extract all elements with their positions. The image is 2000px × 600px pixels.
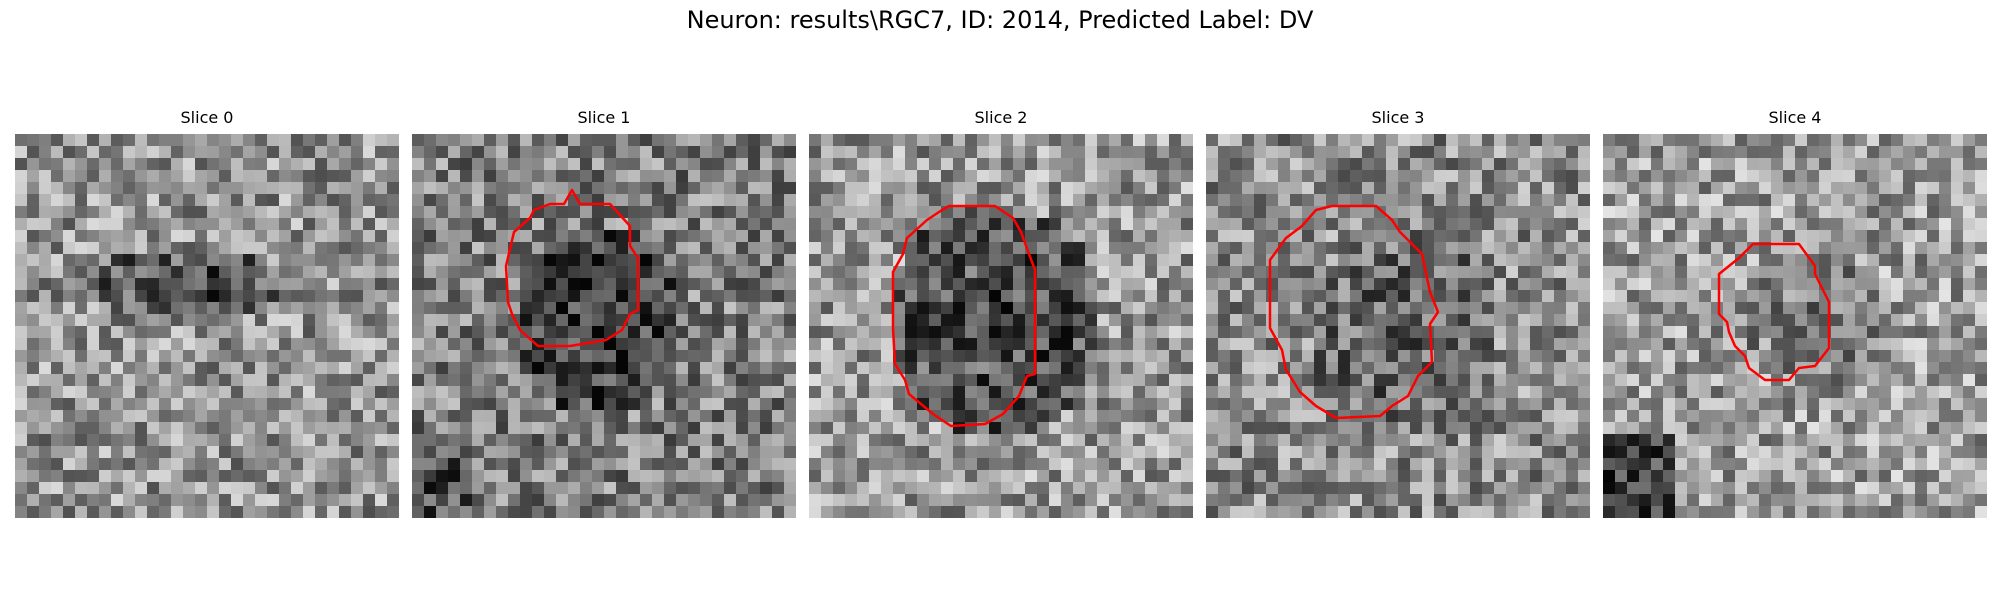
cell-outline bbox=[504, 188, 640, 348]
slice-title: Slice 3 bbox=[1371, 108, 1425, 127]
slice-title: Slice 1 bbox=[577, 108, 631, 127]
cell-outline bbox=[891, 204, 1037, 428]
slice-title: Slice 0 bbox=[180, 108, 234, 127]
figure-title: Neuron: results\RGC7, ID: 2014, Predicte… bbox=[686, 6, 1314, 34]
cell-outline bbox=[1717, 242, 1831, 382]
slice-image bbox=[412, 134, 796, 518]
cell-outline bbox=[1268, 204, 1440, 420]
slice-image bbox=[1206, 134, 1590, 518]
slice-image bbox=[809, 134, 1193, 518]
slice-image bbox=[15, 134, 399, 518]
slice-title: Slice 2 bbox=[974, 108, 1028, 127]
slice-title: Slice 4 bbox=[1768, 108, 1822, 127]
slice-image bbox=[1603, 134, 1987, 518]
